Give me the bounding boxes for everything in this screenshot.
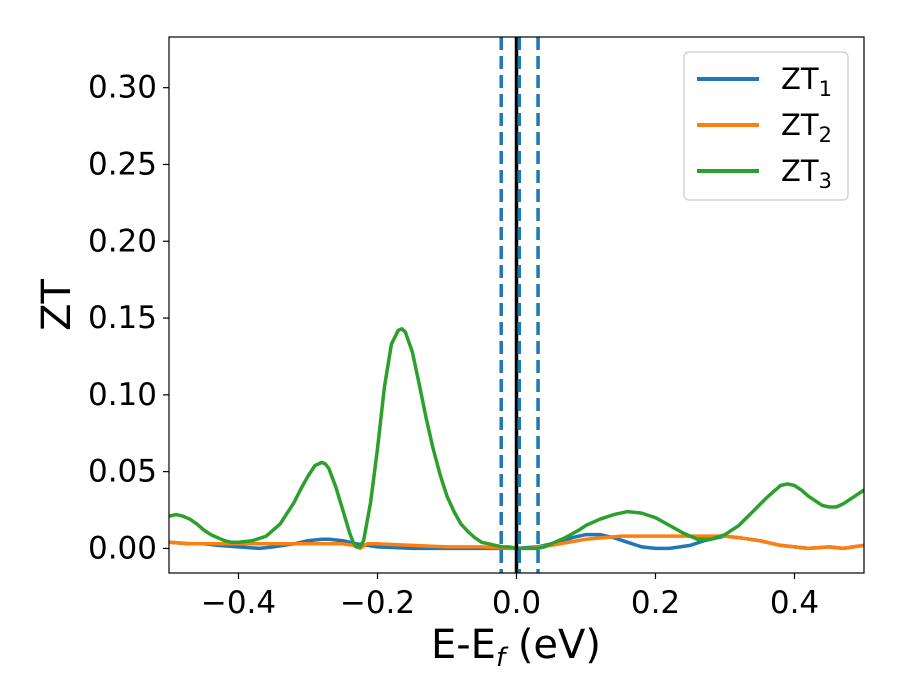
x-axis-label-main: E-E <box>431 622 496 668</box>
y-tick-label: 0.25 <box>88 146 157 182</box>
y-tick-label: 0.00 <box>88 530 157 566</box>
x-tick-label: 0.0 <box>492 585 541 621</box>
x-tick-label: 0.2 <box>631 585 680 621</box>
y-tick-label: 0.15 <box>88 300 157 336</box>
y-tick-label: 0.05 <box>88 454 157 490</box>
x-axis-label-unit: (eV) <box>505 622 601 668</box>
y-tick-label: 0.30 <box>88 70 157 106</box>
series-line-zt3 <box>169 327 864 551</box>
x-axis: −0.4 −0.2 0.0 0.2 0.4 <box>201 573 819 621</box>
y-axis-label: ZT <box>34 279 80 331</box>
legend-label-zt3: ZT3 <box>781 154 832 193</box>
y-axis: 0.00 0.05 0.10 0.15 0.20 0.25 0.30 <box>88 70 169 566</box>
vline-layer <box>499 37 540 573</box>
y-tick-label: 0.20 <box>88 223 157 259</box>
legend-label-zt2: ZT2 <box>781 108 832 147</box>
y-tick-label: 0.10 <box>88 377 157 413</box>
legend-label-zt1: ZT1 <box>781 62 832 101</box>
x-tick-label: −0.2 <box>340 585 415 621</box>
x-axis-label: E-Ef (eV) <box>431 622 601 673</box>
x-tick-label: 0.4 <box>770 585 819 621</box>
legend: ZT1 ZT2 ZT3 <box>683 51 849 201</box>
legend-frame <box>683 51 849 201</box>
x-tick-label: −0.4 <box>201 585 276 621</box>
